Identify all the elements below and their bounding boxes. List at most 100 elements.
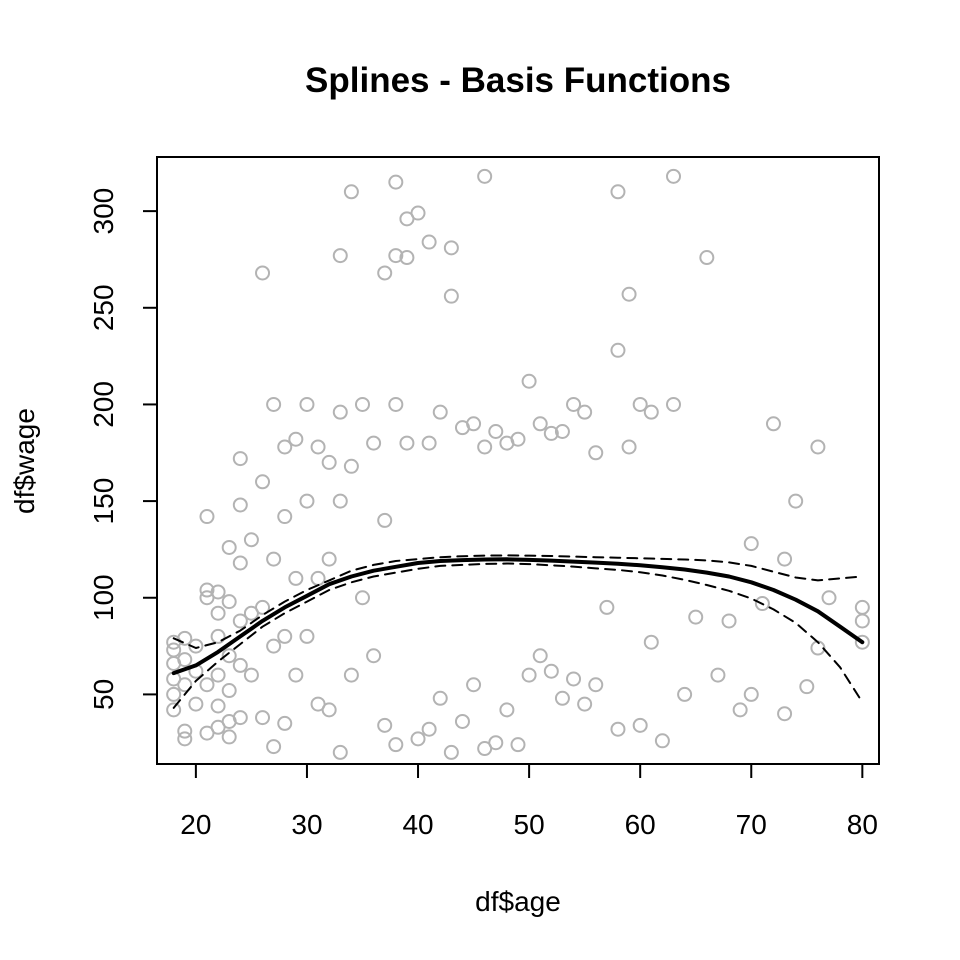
data-point xyxy=(210,605,226,621)
data-point xyxy=(610,184,626,200)
data-point xyxy=(510,737,526,753)
data-point xyxy=(354,396,370,412)
data-point xyxy=(566,671,582,687)
data-point xyxy=(210,667,226,683)
data-point xyxy=(310,439,326,455)
data-point xyxy=(166,702,182,718)
y-axis: 50 100 150 200 250 300 xyxy=(88,188,158,710)
x-axis-label: df$age xyxy=(475,886,561,917)
data-point xyxy=(377,512,393,528)
data-point xyxy=(588,445,604,461)
data-point xyxy=(510,431,526,447)
data-point xyxy=(532,416,548,432)
data-point xyxy=(188,696,204,712)
data-point xyxy=(421,721,437,737)
data-point xyxy=(177,677,193,693)
data-point xyxy=(177,630,193,646)
data-point xyxy=(210,628,226,644)
data-point xyxy=(332,248,348,264)
data-point xyxy=(255,265,271,281)
plot-frame xyxy=(156,156,880,765)
data-point xyxy=(577,696,593,712)
data-point xyxy=(277,628,293,644)
data-point xyxy=(610,721,626,737)
confidence-band-upper xyxy=(172,554,864,649)
data-point xyxy=(343,458,359,474)
data-point xyxy=(332,493,348,509)
data-point xyxy=(543,663,559,679)
data-point xyxy=(743,536,759,552)
data-point xyxy=(554,424,570,440)
data-point xyxy=(266,551,282,567)
data-point xyxy=(388,396,404,412)
y-tick-label: 100 xyxy=(88,574,119,621)
data-point xyxy=(166,686,182,702)
data-point xyxy=(199,509,215,525)
data-point xyxy=(588,677,604,693)
data-point xyxy=(232,613,248,629)
x-tick-label: 50 xyxy=(514,809,545,840)
data-point xyxy=(710,667,726,683)
data-point xyxy=(477,168,493,184)
fit-lines xyxy=(171,554,865,709)
data-point xyxy=(277,715,293,731)
data-point xyxy=(488,424,504,440)
data-point xyxy=(432,404,448,420)
y-tick-label: 150 xyxy=(88,478,119,525)
data-point xyxy=(321,551,337,567)
data-point xyxy=(421,234,437,250)
data-point xyxy=(699,250,715,266)
y-tick-label: 300 xyxy=(88,188,119,235)
data-point xyxy=(765,416,781,432)
data-point xyxy=(366,648,382,664)
data-point xyxy=(543,425,559,441)
data-point xyxy=(532,648,548,664)
x-tick-label: 20 xyxy=(180,809,211,840)
data-point xyxy=(743,686,759,702)
data-point xyxy=(643,404,659,420)
data-point xyxy=(243,667,259,683)
data-point xyxy=(721,613,737,629)
data-point xyxy=(199,582,215,598)
scatter-points xyxy=(166,168,870,760)
data-point xyxy=(243,532,259,548)
x-axis: 20 30 40 50 60 70 80 xyxy=(180,763,878,840)
data-point xyxy=(310,570,326,586)
x-tick-label: 60 xyxy=(625,809,656,840)
data-point xyxy=(688,609,704,625)
data-point xyxy=(377,265,393,281)
data-point xyxy=(632,717,648,733)
data-point xyxy=(610,342,626,358)
data-point xyxy=(232,710,248,726)
data-point xyxy=(854,634,870,650)
data-point xyxy=(377,717,393,733)
data-point xyxy=(599,599,615,615)
data-point xyxy=(177,652,193,668)
data-point xyxy=(232,555,248,571)
data-point xyxy=(621,439,637,455)
data-point xyxy=(366,435,382,451)
data-point xyxy=(643,634,659,650)
data-point xyxy=(521,667,537,683)
data-point xyxy=(666,396,682,412)
data-point xyxy=(821,590,837,606)
data-point xyxy=(210,698,226,714)
data-point xyxy=(232,497,248,513)
data-point xyxy=(266,638,282,654)
data-point xyxy=(210,584,226,600)
y-tick-label: 50 xyxy=(88,679,119,710)
data-point xyxy=(299,493,315,509)
data-point xyxy=(321,454,337,470)
data-point xyxy=(255,710,271,726)
data-point xyxy=(388,737,404,753)
data-point xyxy=(177,731,193,747)
data-point xyxy=(332,744,348,760)
data-point xyxy=(443,288,459,304)
data-point xyxy=(421,435,437,451)
data-point xyxy=(477,439,493,455)
data-point xyxy=(810,439,826,455)
data-point xyxy=(654,733,670,749)
data-point xyxy=(854,613,870,629)
data-point xyxy=(788,493,804,509)
data-point xyxy=(521,373,537,389)
